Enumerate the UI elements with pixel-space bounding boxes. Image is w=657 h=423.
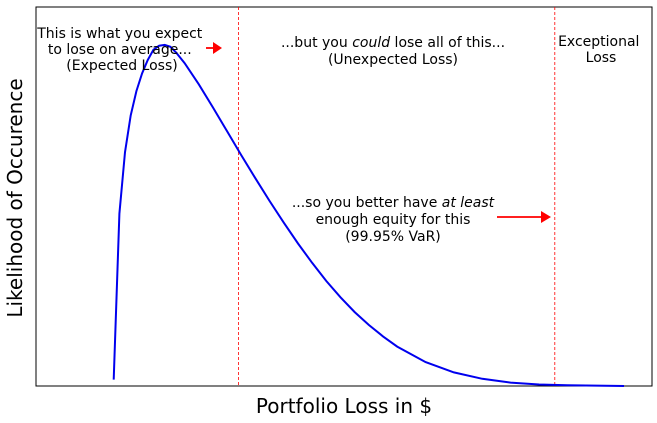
unexpected-loss-label: (Unexpected Loss) xyxy=(328,52,458,68)
expected-line-3: (Expected Loss) xyxy=(66,58,177,74)
var-arrow xyxy=(497,211,551,223)
plot-frame xyxy=(35,6,653,387)
x-axis-label: Portfolio Loss in $ xyxy=(256,394,432,418)
var-pre: ...so you better have xyxy=(292,195,442,211)
var-italic: at least xyxy=(442,195,495,211)
unexpected-italic: could xyxy=(352,35,390,51)
exceptional-line-1: Exceptional xyxy=(558,34,639,50)
var-annotation-line-3: (99.95% VaR) xyxy=(345,229,441,245)
expected-line-2: to lose on average... xyxy=(48,42,192,58)
var-annotation-line-2: enough equity for this xyxy=(316,212,471,228)
expected-loss-annotation: This is what you expect to lose on avera… xyxy=(36,26,207,74)
exceptional-loss-annotation: Exceptional Loss xyxy=(558,34,644,66)
unexpected-loss-annotation: ...but you could lose all of this... xyxy=(281,35,505,51)
var-annotation-line-1: ...so you better have at least xyxy=(292,195,495,211)
expected-loss-arrow xyxy=(206,42,222,54)
exceptional-line-2: Loss xyxy=(586,50,617,66)
loss-distribution-curve xyxy=(112,43,625,387)
unexpected-post: lose all of this... xyxy=(390,35,505,51)
expected-line-1: This is what you expect xyxy=(36,26,203,42)
unexpected-pre: ...but you xyxy=(281,35,352,51)
y-axis-label: Likelihood of Occurence xyxy=(3,78,27,317)
